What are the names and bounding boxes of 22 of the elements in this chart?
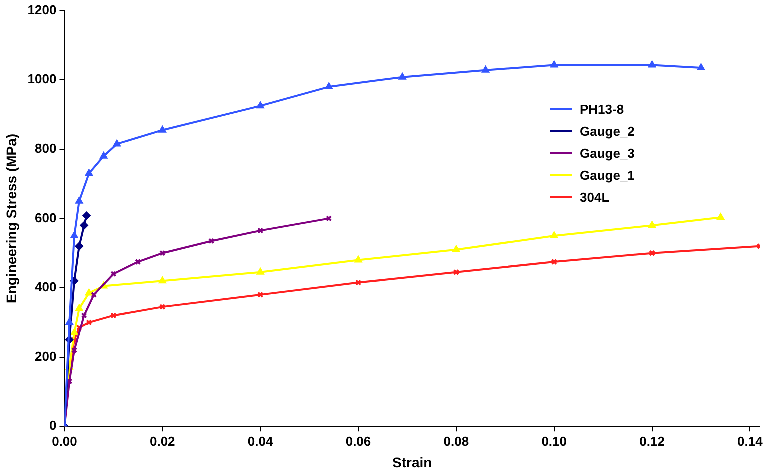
x-axis-title: Strain bbox=[392, 454, 432, 470]
legend-label: 304L bbox=[580, 190, 610, 204]
x-tick-label: 0.06 bbox=[346, 434, 372, 449]
x-tick-label: 0.02 bbox=[150, 434, 176, 449]
x-tick-label: 0.14 bbox=[738, 434, 764, 449]
y-tick-label: 1200 bbox=[28, 2, 57, 18]
y-tick-label: 200 bbox=[35, 348, 57, 364]
x-tick-label: 0.12 bbox=[640, 434, 665, 449]
y-tick-label: 1000 bbox=[28, 72, 57, 87]
legend-label: Gauge_3 bbox=[580, 146, 635, 160]
y-tick-label: 600 bbox=[35, 210, 57, 226]
y-axis-title: Engineering Stress (MPa) bbox=[3, 134, 20, 304]
y-tick-label: 0 bbox=[49, 418, 57, 434]
x-tick-label: 0.10 bbox=[542, 434, 568, 449]
y-tick-label: 400 bbox=[35, 280, 57, 295]
legend-label: Gauge_1 bbox=[580, 168, 635, 182]
legend-label: Gauge_2 bbox=[580, 124, 635, 138]
x-tick-label: 0.04 bbox=[248, 434, 274, 449]
y-tick-label: 800 bbox=[35, 140, 57, 156]
legend-label: PH13-8 bbox=[580, 102, 624, 116]
x-tick-label: 0.08 bbox=[444, 434, 470, 449]
x-tick-label: 0.00 bbox=[52, 434, 78, 449]
